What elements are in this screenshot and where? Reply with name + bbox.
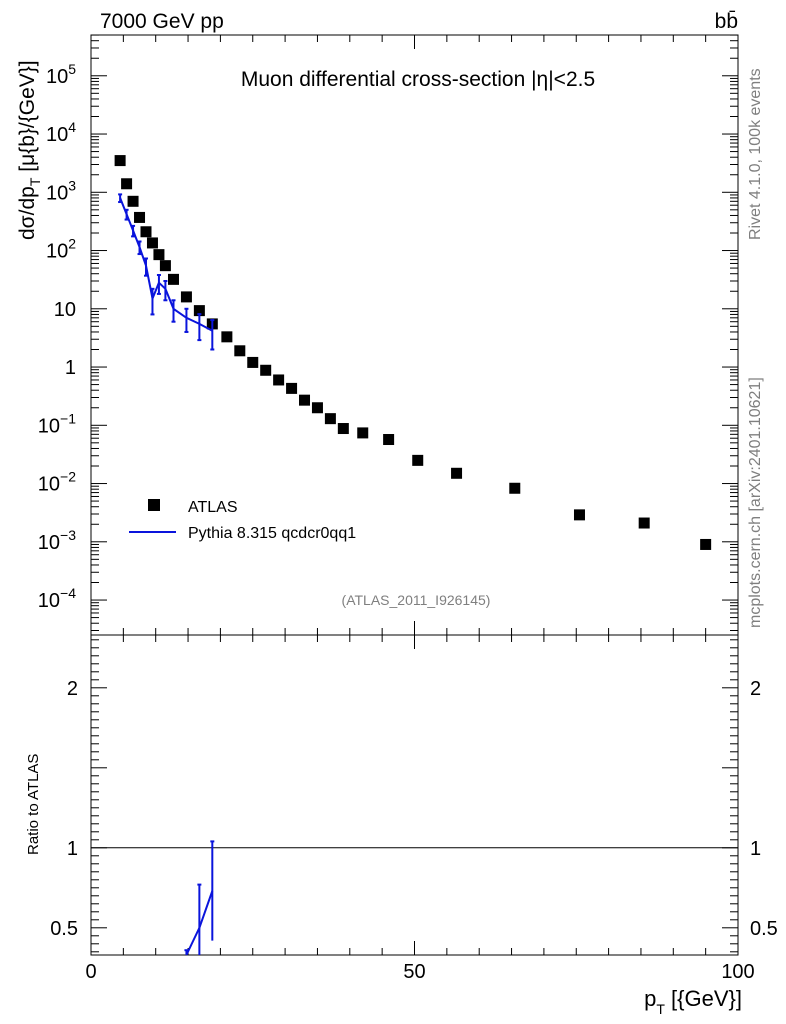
analysis-tag: (ATLAS_2011_I926145) — [342, 592, 491, 608]
x-tick-label: 50 — [403, 961, 425, 983]
atlas-data-point — [638, 517, 650, 529]
atlas-data-point — [273, 374, 285, 386]
atlas-data-point — [234, 345, 246, 357]
atlas-data-point — [324, 413, 336, 425]
y-tick-label-main: 103 — [46, 177, 76, 204]
atlas-data-point — [153, 249, 165, 261]
legend: ATLAS Pythia 8.315 qcdcr0qq1 — [129, 499, 356, 542]
x-tick-labels: 0 50 100 — [85, 961, 754, 983]
header-left: 7000 GeV pp — [100, 10, 224, 33]
atlas-data-point — [451, 467, 463, 479]
atlas-data-point — [127, 195, 139, 207]
atlas-data-point — [573, 509, 585, 521]
y-tick-label-main: 10−3 — [38, 527, 76, 554]
atlas-data-point — [146, 237, 158, 249]
y-tick-labels-ratio: 2 2 1 1 0.5 0.5 — [50, 678, 778, 940]
y-tick-label-ratio-left: 1 — [67, 838, 78, 860]
atlas-data-point — [221, 331, 233, 343]
atlas-data-point — [337, 423, 349, 435]
main-panel-frame — [90, 34, 739, 636]
y-tick-label-main: 10−1 — [38, 410, 76, 437]
atlas-data-point — [509, 482, 521, 494]
series-pythia-ratio — [184, 840, 215, 956]
y-tick-label-main: 10−4 — [38, 585, 76, 612]
axis-ticks — [90, 34, 739, 955]
side-label-rivet: Rivet 4.1.0, 100k events — [747, 68, 764, 240]
atlas-data-point — [247, 356, 259, 368]
y-tick-label-main: 10−2 — [38, 469, 76, 496]
atlas-data-point — [311, 402, 323, 414]
legend-pythia-label: Pythia 8.315 qcdcr0qq1 — [188, 525, 356, 542]
ratio-panel-frame — [90, 634, 739, 956]
plot-title: Muon differential cross-section |η|<2.5 — [241, 68, 595, 91]
x-axis-label: pT [{GeV}] — [644, 986, 742, 1017]
atlas-data-point — [114, 155, 126, 167]
header-right: bb̄ — [715, 10, 738, 33]
legend-atlas-marker — [148, 499, 160, 511]
x-tick-label: 100 — [721, 961, 754, 983]
y-tick-label-ratio-left: 2 — [67, 678, 78, 700]
y-tick-label-main: 10 — [54, 299, 76, 321]
y-tick-label-main: 102 — [46, 236, 76, 263]
y-axis-label-main: dσ/dpT [μ{b}/{GeV}] — [16, 60, 43, 240]
atlas-data-point — [134, 211, 146, 223]
atlas-data-point — [193, 305, 205, 317]
atlas-data-point — [167, 273, 179, 285]
atlas-data-point — [260, 364, 272, 376]
atlas-data-point — [286, 382, 298, 394]
y-axis-label-ratio: Ratio to ATLAS — [25, 754, 42, 855]
atlas-data-point — [412, 454, 424, 466]
atlas-data-point — [180, 291, 192, 303]
y-tick-label-ratio-right: 2 — [750, 678, 761, 700]
pythia-line — [119, 197, 213, 332]
side-label-mcplots: mcplots.cern.ch [arXiv:2401.10621] — [747, 377, 764, 628]
atlas-data-point — [159, 260, 171, 272]
y-tick-label-main: 104 — [46, 119, 76, 146]
atlas-data-point — [299, 394, 311, 406]
series-pythia-main — [118, 193, 215, 351]
series-atlas-markers — [114, 155, 712, 550]
atlas-data-point — [121, 178, 133, 190]
y-tick-label-main: 105 — [46, 61, 76, 88]
x-tick-label: 0 — [85, 961, 96, 983]
y-tick-label-main: 1 — [65, 357, 76, 379]
atlas-data-point — [383, 434, 395, 446]
legend-atlas-label: ATLAS — [188, 499, 238, 516]
atlas-data-point — [140, 226, 152, 238]
atlas-data-point — [357, 427, 369, 439]
y-tick-label-ratio-right: 1 — [750, 838, 761, 860]
y-tick-label-ratio-right: 0.5 — [750, 918, 778, 940]
atlas-data-point — [700, 538, 712, 550]
y-tick-label-ratio-left: 0.5 — [50, 918, 78, 940]
